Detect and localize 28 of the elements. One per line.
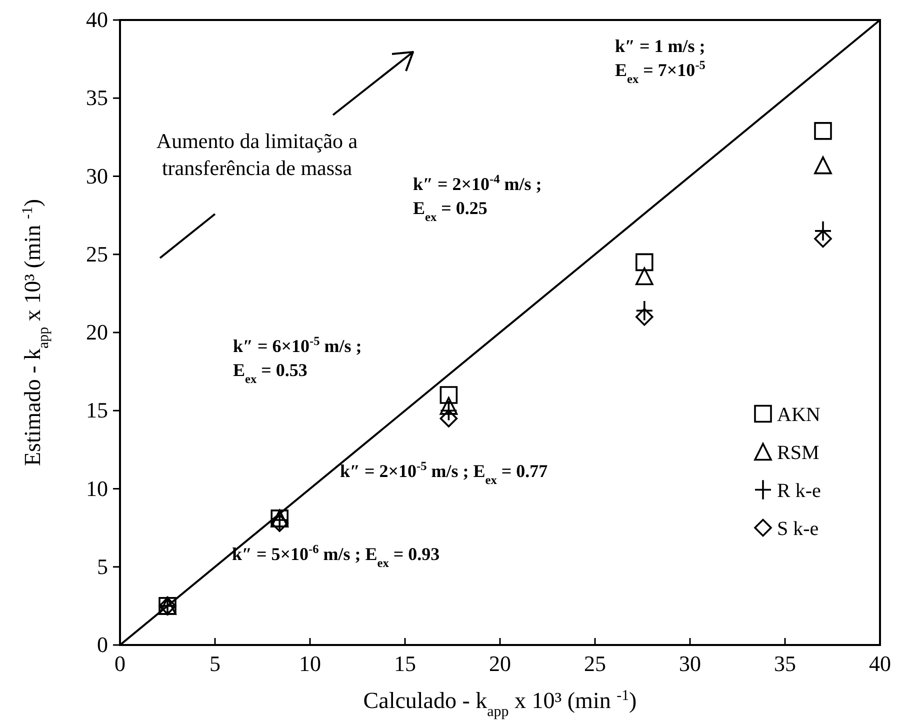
annotation: k″ = 1 m/s ; E$_{ex}$ = 7×10$^{-5}$ bbox=[615, 36, 706, 86]
legend-label: S k-e bbox=[777, 518, 819, 540]
y-tick-label: 35 bbox=[86, 85, 108, 110]
x-tick-label: 30 bbox=[679, 651, 701, 676]
annotation: Aumento da limitação a transferência de massa bbox=[156, 129, 358, 180]
x-tick-label: 5 bbox=[210, 651, 220, 676]
legend-label: RSM bbox=[777, 442, 820, 464]
annotation: k″ = 2×10$^{-5}$ m/s ; E$_{ex}$ = 0.77 bbox=[340, 459, 548, 487]
y-tick-label: 40 bbox=[86, 7, 108, 32]
x-tick-label: 20 bbox=[489, 651, 511, 676]
x-tick-label: 0 bbox=[114, 651, 126, 676]
y-tick-label: 0 bbox=[97, 632, 108, 657]
y-tick-label: 20 bbox=[86, 320, 108, 344]
y-tick-label: 25 bbox=[86, 241, 108, 266]
x-tick-label: 25 bbox=[584, 651, 606, 676]
y-tick-label: 15 bbox=[86, 398, 108, 423]
y-tick-label: 30 bbox=[86, 163, 108, 188]
x-tick-label: 10 bbox=[299, 651, 321, 676]
y-tick-label: 10 bbox=[86, 476, 108, 501]
text: k″ = 2×10$^{-4}$ m/s ; E$_{ex}$ = 0.25 bbox=[413, 172, 542, 224]
text: k″ = 6×10$^{-5}$ m/s ; E$_{ex}$ = 0.53 bbox=[233, 334, 362, 386]
x-tick-label: 40 bbox=[869, 651, 891, 676]
x-axis-title: Calculado - k$_{app}$ x 10³ (min $^{-1}$) bbox=[363, 688, 637, 720]
y-tick-label: 5 bbox=[97, 554, 108, 579]
legend-label: R k-e bbox=[777, 480, 821, 502]
legend-label: AKN bbox=[777, 404, 820, 426]
x-tick-label: 35 bbox=[774, 651, 796, 676]
x-tick-label: 15 bbox=[394, 651, 416, 676]
